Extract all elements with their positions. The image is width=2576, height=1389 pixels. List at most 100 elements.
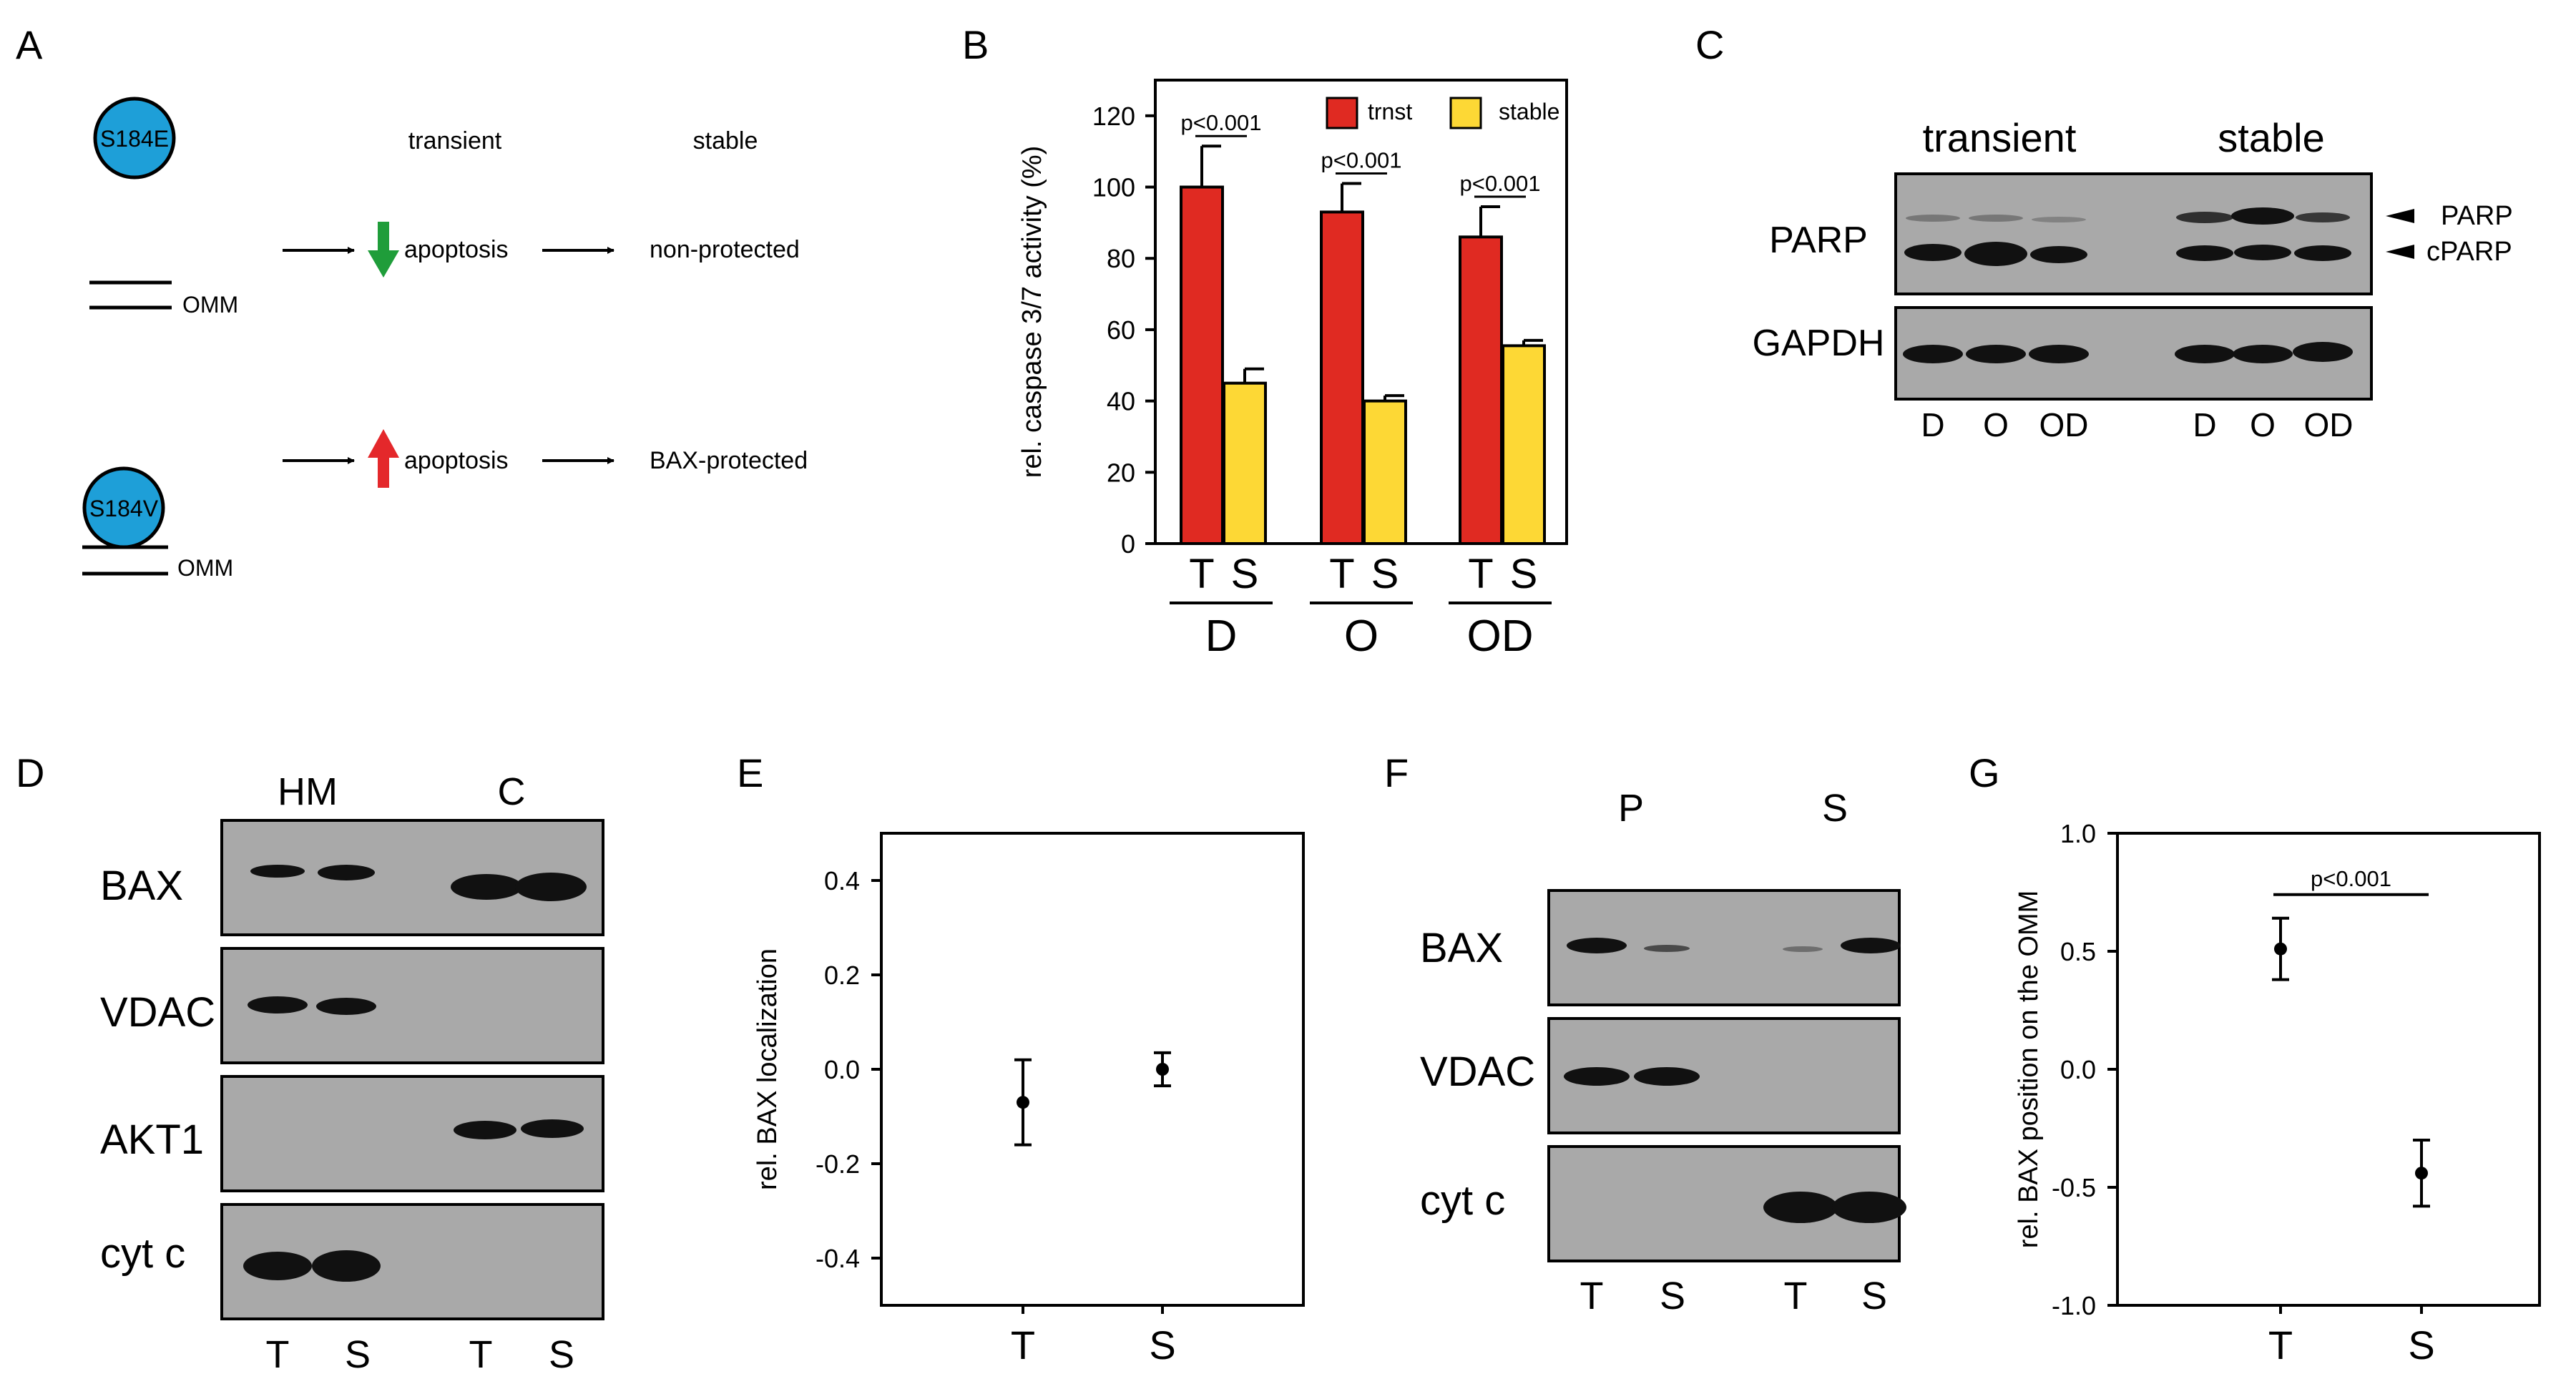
bar-trnst-D bbox=[1180, 185, 1224, 545]
y-axis-label: rel. BAX localization bbox=[753, 948, 783, 1190]
y-tick-label: -0.5 bbox=[2052, 1173, 2096, 1202]
x-tick-label: S bbox=[1149, 1322, 1175, 1368]
blot-band bbox=[1783, 946, 1823, 952]
p-value-label: p<0.001 bbox=[1321, 148, 1402, 173]
bar-label: S bbox=[1371, 551, 1399, 597]
plot-frame bbox=[880, 832, 1305, 1307]
blot-band bbox=[515, 873, 587, 901]
blot-row-label-vdac: VDAC bbox=[100, 989, 215, 1036]
y-tick-label: 0 bbox=[1121, 529, 1135, 559]
blot-band bbox=[454, 1121, 516, 1139]
panel-d-western-blot: HM C BAX VDAC AKT1 cyt c T S T S bbox=[100, 770, 604, 1376]
blot-band bbox=[1763, 1192, 1838, 1223]
protein-s184e-label: S184E bbox=[100, 126, 169, 152]
panel-letter-d: D bbox=[16, 750, 44, 795]
marker-arrow-icon bbox=[2386, 209, 2414, 223]
panel-letter-f: F bbox=[1384, 750, 1409, 795]
blot-band bbox=[318, 865, 375, 880]
lane-label: S bbox=[1861, 1275, 1887, 1317]
y-tick-label: -0.2 bbox=[816, 1149, 860, 1179]
panel-f-western-blot: P S BAX VDAC cyt c T S T S bbox=[1420, 787, 1906, 1317]
blot-band bbox=[248, 996, 308, 1013]
y-tick-label: -1.0 bbox=[2052, 1291, 2096, 1320]
y-tick-label: 20 bbox=[1107, 458, 1135, 487]
y-axis-label: rel. BAX position on the OMM bbox=[2014, 890, 2044, 1249]
panel-letter-a: A bbox=[16, 22, 43, 67]
blot-band bbox=[2175, 345, 2235, 363]
blot-panel-parp bbox=[1894, 172, 2373, 295]
data-point-T bbox=[1017, 1096, 1029, 1109]
x-tick-label: T bbox=[1011, 1322, 1035, 1368]
y-tick-label: 40 bbox=[1107, 387, 1135, 416]
blot-header-p: P bbox=[1618, 787, 1644, 830]
blot-row-label-cytc: cyt c bbox=[100, 1230, 185, 1277]
panel-a-schematic: transient stable S184E OMM apoptosis non… bbox=[82, 97, 808, 581]
blot-row-label-parp: PARP bbox=[1769, 220, 1868, 261]
bar-stable-OD bbox=[1502, 344, 1546, 545]
panel-letter-b: B bbox=[962, 22, 989, 67]
blot-band bbox=[2032, 217, 2086, 222]
y-tick-label: 1.0 bbox=[2060, 819, 2096, 848]
blot-row-label-bax: BAX bbox=[1420, 925, 1503, 971]
legend-label-trnst: trnst bbox=[1368, 99, 1412, 124]
panel-g-scatter-chart: rel. BAX position on the OMM 1.0 0.5 0.0 -0… bbox=[2014, 819, 2541, 1368]
blot-band bbox=[1969, 215, 2023, 222]
legend-swatch-trnst bbox=[1326, 97, 1358, 129]
blot-row-label-bax: BAX bbox=[100, 863, 183, 909]
lane-label: O bbox=[1983, 406, 2009, 443]
marker-arrow-icon bbox=[2386, 245, 2414, 259]
marker-label-cparp: cPARP bbox=[2426, 237, 2512, 267]
y-tick-label: 0.2 bbox=[824, 961, 860, 990]
blot-band bbox=[1644, 945, 1690, 952]
bar-label: S bbox=[1231, 551, 1259, 597]
lane-label: T bbox=[1580, 1275, 1604, 1317]
lane-label: S bbox=[1660, 1275, 1685, 1317]
blot-band bbox=[2231, 207, 2294, 225]
bar-label: T bbox=[1468, 551, 1493, 597]
panel-a-outcome-2: BAX-protected bbox=[650, 447, 808, 474]
legend-swatch-stable bbox=[1449, 97, 1482, 129]
blot-band bbox=[451, 874, 522, 900]
blot-header-s: S bbox=[1822, 787, 1848, 830]
blot-row-label-gapdh: GAPDH bbox=[1753, 323, 1885, 364]
y-tick-label: 80 bbox=[1107, 244, 1135, 273]
blot-band bbox=[1832, 1192, 1906, 1223]
marker-label-parp: PARP bbox=[2441, 201, 2513, 231]
y-tick-label: 0.5 bbox=[2060, 937, 2096, 966]
y-tick-label: 100 bbox=[1092, 173, 1135, 202]
y-tick-label: -0.4 bbox=[816, 1244, 860, 1273]
blot-band bbox=[2234, 245, 2291, 260]
legend-label-stable: stable bbox=[1499, 99, 1559, 124]
blot-band bbox=[2176, 212, 2233, 223]
lane-label: OD bbox=[2039, 406, 2089, 443]
panel-a-col-stable: stable bbox=[693, 127, 758, 154]
protein-s184e-icon bbox=[93, 97, 176, 180]
blot-band bbox=[2233, 345, 2293, 363]
panel-e-scatter-chart: rel. BAX localization 0.4 0.2 0.0 -0.2 -0.4 T… bbox=[753, 832, 1305, 1368]
blot-band bbox=[1964, 242, 2027, 266]
p-value-label: p<0.001 bbox=[1181, 110, 1262, 135]
blot-band bbox=[1567, 938, 1627, 953]
bar-stable-O bbox=[1363, 399, 1407, 545]
panel-c-western-blot: transient stable PARP GAPDH PARP cPARP D bbox=[1753, 115, 2513, 443]
panel-letter-e: E bbox=[737, 750, 763, 795]
panel-letter-c: C bbox=[1695, 22, 1724, 67]
blot-header-stable: stable bbox=[2218, 115, 2324, 160]
lane-label: T bbox=[1784, 1275, 1808, 1317]
y-tick-label: 0.0 bbox=[824, 1055, 860, 1084]
p-value-label: p<0.001 bbox=[1460, 171, 1541, 196]
bar-label: T bbox=[1189, 551, 1214, 597]
bar-trnst-OD bbox=[1459, 235, 1503, 545]
blot-band bbox=[2294, 245, 2351, 261]
panel-a-col-transient: transient bbox=[408, 127, 502, 154]
blot-header-hm: HM bbox=[278, 770, 338, 813]
blot-header-transient: transient bbox=[1923, 115, 2077, 160]
y-tick-label: 60 bbox=[1107, 315, 1135, 345]
y-axis-label: rel. caspase 3/7 activity (%) bbox=[1017, 146, 1047, 478]
blot-band bbox=[521, 1119, 584, 1138]
y-tick-label: 0.0 bbox=[2060, 1055, 2096, 1084]
data-point-S bbox=[2415, 1167, 2428, 1180]
blot-band bbox=[2293, 342, 2353, 362]
up-arrow-icon bbox=[368, 429, 399, 488]
